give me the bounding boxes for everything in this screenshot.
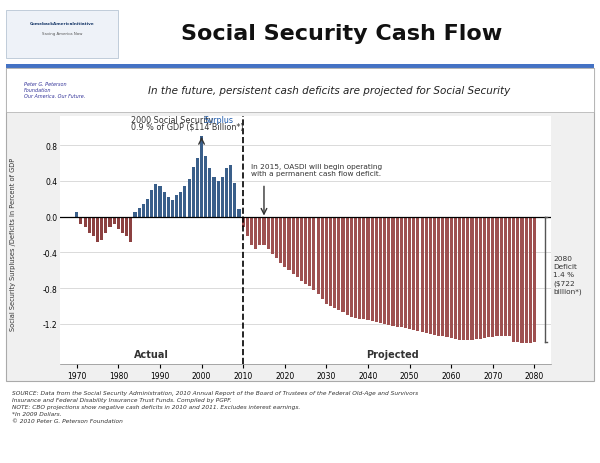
Text: Saving America Now: Saving America Now [41,32,82,36]
FancyBboxPatch shape [6,69,594,382]
Text: ComebackAmericaInitiative: ComebackAmericaInitiative [29,22,94,26]
Text: Peter G. Peterson
Foundation
Our America. Our Future.: Peter G. Peterson Foundation Our America… [23,82,85,99]
Text: In the future, persistent cash deficits are projected for Social Security: In the future, persistent cash deficits … [148,86,511,95]
FancyBboxPatch shape [6,12,118,59]
Text: SOURCE: Data from the Social Security Administration, 2010 Annual Report of the : SOURCE: Data from the Social Security Ad… [12,390,418,423]
Text: Social Security Surpluses /Deficits In Percent of GDP: Social Security Surpluses /Deficits In P… [10,157,16,330]
Bar [6,64,594,71]
Bar [6,69,594,113]
Text: Social Security Cash Flow: Social Security Cash Flow [181,25,502,44]
